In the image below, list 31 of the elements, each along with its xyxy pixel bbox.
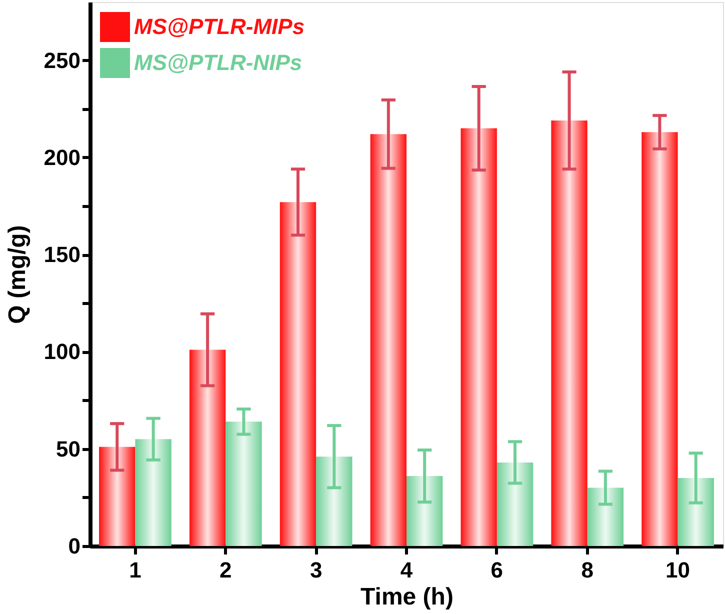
bar [587, 488, 624, 546]
bar [460, 128, 497, 546]
bar [99, 446, 136, 546]
x-tick-label: 1 [129, 558, 142, 582]
y-tick-label: 50 [56, 436, 80, 462]
bar [642, 132, 678, 546]
y-tick-label: 200 [44, 144, 80, 170]
x-tick-label: 10 [666, 558, 690, 582]
bar [406, 476, 443, 546]
x-tick-label: 4 [400, 558, 414, 582]
bar [370, 134, 406, 546]
y-tick-label: 100 [44, 339, 80, 364]
bar [496, 462, 534, 546]
bar [135, 439, 172, 546]
bar [280, 202, 316, 546]
bar [189, 350, 226, 546]
x-axis-title: Time (h) [360, 584, 454, 610]
legend-label: MS@PTLR-MIPs [134, 14, 305, 39]
x-tick-label: 6 [490, 558, 504, 582]
bar [316, 456, 352, 546]
x-tick-label: 3 [310, 558, 322, 582]
legend-label: MS@PTLR-NIPs [134, 50, 302, 75]
x-tick-label: 2 [220, 558, 232, 582]
y-axis-title: Q (mg/g) [4, 225, 31, 324]
bar [678, 478, 714, 546]
bar [226, 422, 262, 546]
x-tick-label: 8 [581, 558, 594, 582]
bar [551, 120, 588, 546]
y-tick-label: 150 [44, 242, 80, 268]
y-tick-label: 0 [68, 534, 80, 558]
y-tick-label: 250 [44, 48, 80, 73]
